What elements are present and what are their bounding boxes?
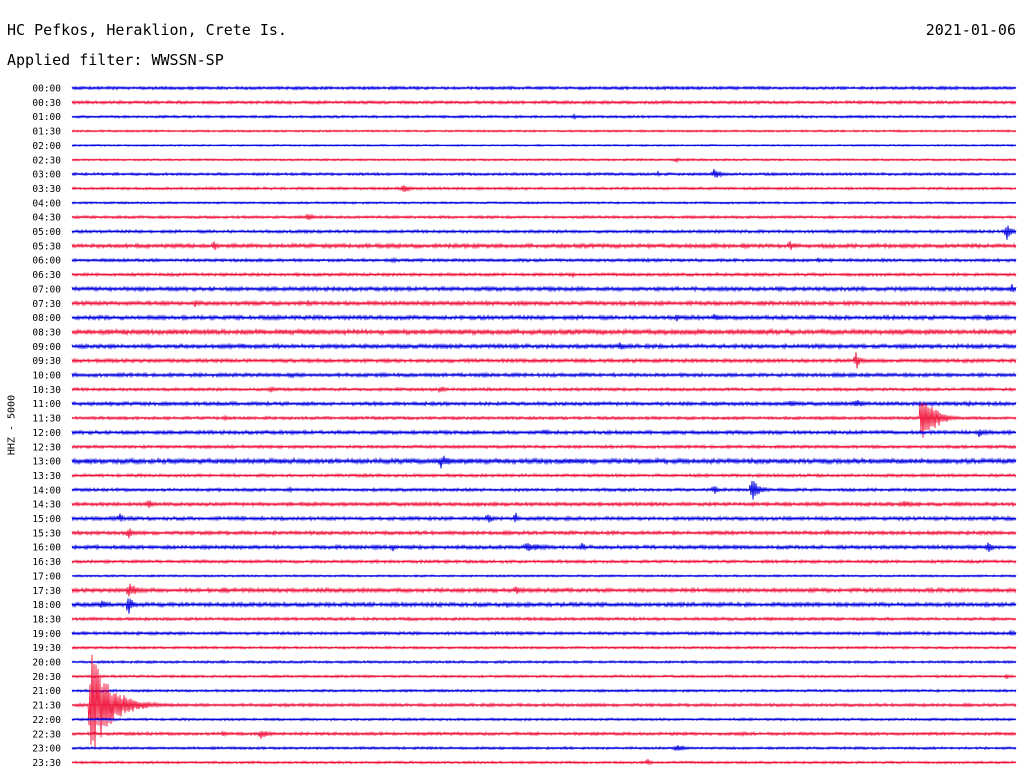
time-tick-label: 02:30 [32, 155, 61, 166]
time-tick-label: 20:30 [32, 672, 61, 683]
time-tick-label: 01:00 [32, 112, 61, 123]
time-tick-label: 20:00 [32, 658, 61, 669]
time-tick-label: 07:00 [32, 284, 61, 295]
time-tick-label: 09:30 [32, 356, 61, 367]
time-tick-label: 05:00 [32, 227, 61, 238]
time-tick-label: 11:00 [32, 399, 61, 410]
time-tick-label: 03:30 [32, 184, 61, 195]
time-tick-label: 16:30 [32, 557, 61, 568]
time-tick-label: 12:30 [32, 442, 61, 453]
seismic-trace-1300 [71, 455, 1017, 469]
time-tick-label: 15:30 [32, 528, 61, 539]
time-tick-label: 17:00 [32, 571, 61, 582]
time-tick-label: 18:30 [32, 614, 61, 625]
time-tick-label: 05:30 [32, 241, 61, 252]
time-tick-label: 14:30 [32, 500, 61, 511]
time-tick-label: 22:00 [32, 715, 61, 726]
seismic-trace-1100 [71, 399, 1017, 408]
time-tick-label: 01:30 [32, 127, 61, 138]
time-tick-label: 16:00 [32, 543, 61, 554]
recording-date: 2021-01-06 [925, 21, 1016, 39]
time-tick-label: 07:30 [32, 299, 61, 310]
seismic-trace-0500 [71, 225, 1017, 240]
filter-label: Applied filter: WWSSN-SP [7, 51, 224, 69]
seismic-trace-1200 [71, 428, 1017, 437]
time-tick-label: 02:00 [32, 141, 61, 152]
seismic-trace-0300 [71, 168, 1017, 178]
time-tick-label: 08:30 [32, 327, 61, 338]
time-tick-label: 11:30 [32, 414, 61, 425]
time-tick-label: 17:30 [32, 586, 61, 597]
time-tick-label: 21:30 [32, 701, 61, 712]
seismic-trace-1800 [71, 598, 1017, 614]
time-tick-label: 03:00 [32, 170, 61, 181]
time-tick-label: 13:00 [32, 457, 61, 468]
seismic-trace-2330 [71, 759, 1017, 766]
time-tick-label: 13:30 [32, 471, 61, 482]
station-title: HC Pefkos, Heraklion, Crete Is. [7, 21, 287, 39]
time-tick-label: 10:30 [32, 385, 61, 396]
time-tick-label: 22:30 [32, 729, 61, 740]
time-tick-label: 00:00 [32, 84, 61, 95]
seismic-trace-1500 [71, 512, 1017, 523]
time-tick-label: 09:00 [32, 342, 61, 353]
time-tick-label: 04:30 [32, 213, 61, 224]
time-tick-label: 04:00 [32, 198, 61, 209]
time-tick-label: 10:00 [32, 371, 61, 382]
time-tick-label: 12:00 [32, 428, 61, 439]
time-tick-label: 06:30 [32, 270, 61, 281]
time-tick-label: 19:00 [32, 629, 61, 640]
time-tick-label: 08:00 [32, 313, 61, 324]
time-tick-label: 19:30 [32, 643, 61, 654]
time-tick-label: 23:30 [32, 758, 61, 769]
time-tick-label: 21:00 [32, 686, 61, 697]
seismic-trace-0700 [71, 284, 1017, 293]
time-tick-label: 15:00 [32, 514, 61, 525]
time-tick-label: 06:00 [32, 256, 61, 267]
time-tick-label: 14:00 [32, 485, 61, 496]
time-tick-label: 00:30 [32, 98, 61, 109]
seismic-trace-0830 [71, 327, 1017, 337]
seismic-trace-1530 [71, 528, 1017, 539]
seismic-trace-2230 [71, 730, 1017, 739]
time-tick-label: 23:00 [32, 744, 61, 755]
time-tick-label: 18:00 [32, 600, 61, 611]
